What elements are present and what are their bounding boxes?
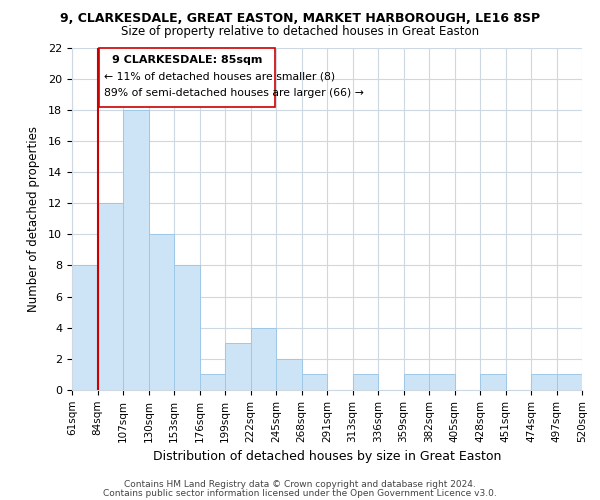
Text: Size of property relative to detached houses in Great Easton: Size of property relative to detached ho… — [121, 25, 479, 38]
Bar — [531, 374, 557, 390]
Text: 9 CLARKESDALE: 85sqm: 9 CLARKESDALE: 85sqm — [112, 55, 262, 65]
Text: ← 11% of detached houses are smaller (8): ← 11% of detached houses are smaller (8) — [104, 72, 335, 82]
Text: 9, CLARKESDALE, GREAT EASTON, MARKET HARBOROUGH, LE16 8SP: 9, CLARKESDALE, GREAT EASTON, MARKET HAR… — [60, 12, 540, 26]
Bar — [199, 374, 225, 390]
Bar — [480, 374, 505, 390]
Text: 89% of semi-detached houses are larger (66) →: 89% of semi-detached houses are larger (… — [104, 88, 364, 98]
Text: Contains public sector information licensed under the Open Government Licence v3: Contains public sector information licen… — [103, 488, 497, 498]
X-axis label: Distribution of detached houses by size in Great Easton: Distribution of detached houses by size … — [153, 450, 501, 463]
Bar — [429, 374, 455, 390]
FancyBboxPatch shape — [99, 48, 275, 106]
Text: Contains HM Land Registry data © Crown copyright and database right 2024.: Contains HM Land Registry data © Crown c… — [124, 480, 476, 489]
Bar — [353, 374, 378, 390]
Y-axis label: Number of detached properties: Number of detached properties — [26, 126, 40, 312]
Bar — [123, 110, 149, 390]
Bar — [251, 328, 276, 390]
Bar — [174, 266, 199, 390]
Bar — [276, 359, 302, 390]
Bar — [302, 374, 327, 390]
Bar — [557, 374, 582, 390]
Bar — [404, 374, 429, 390]
Bar — [149, 234, 174, 390]
Bar — [72, 266, 97, 390]
Bar — [225, 344, 251, 390]
Bar — [97, 203, 123, 390]
